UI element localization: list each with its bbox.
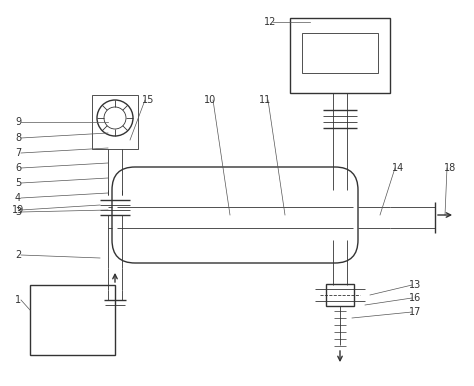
Text: 19: 19	[12, 205, 24, 215]
Text: 18: 18	[444, 163, 456, 173]
Text: 4: 4	[15, 193, 21, 203]
Text: 6: 6	[15, 163, 21, 173]
Text: 8: 8	[15, 133, 21, 143]
Text: 15: 15	[142, 95, 154, 105]
Text: 1: 1	[15, 295, 21, 305]
Bar	[302, 33, 378, 73]
Text: 12: 12	[264, 17, 276, 27]
Text: 9: 9	[15, 117, 21, 127]
Text: 17: 17	[409, 307, 421, 317]
Text: 14: 14	[392, 163, 404, 173]
Bar	[30, 285, 115, 355]
Text: 5: 5	[15, 178, 21, 188]
Text: 16: 16	[409, 293, 421, 303]
Bar	[290, 18, 390, 93]
Text: 7: 7	[15, 148, 21, 158]
Text: 11: 11	[259, 95, 271, 105]
Text: 2: 2	[15, 250, 21, 260]
Bar	[92, 95, 138, 149]
Text: 13: 13	[409, 280, 421, 290]
FancyBboxPatch shape	[112, 167, 358, 263]
Bar	[326, 284, 354, 306]
Text: 10: 10	[204, 95, 216, 105]
Text: 3: 3	[15, 207, 21, 217]
